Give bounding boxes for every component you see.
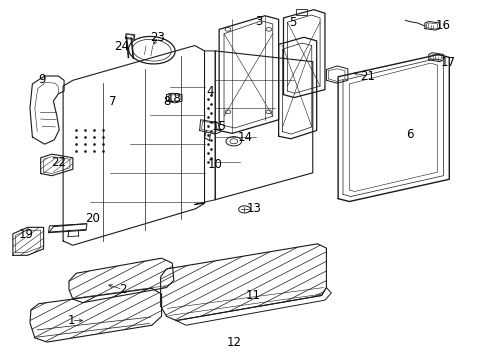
Text: 21: 21 [359,69,374,82]
Text: 7: 7 [109,95,116,108]
Bar [296,9,306,15]
Text: 14: 14 [238,131,252,144]
Text: 9: 9 [39,73,46,86]
Text: 1: 1 [67,314,75,327]
Text: 3: 3 [255,15,262,28]
Text: 6: 6 [406,127,413,141]
Text: 12: 12 [226,336,241,348]
Text: 16: 16 [435,19,450,32]
Text: 24: 24 [114,40,129,53]
Text: 20: 20 [85,212,100,225]
Text: 4: 4 [206,85,214,98]
Text: 18: 18 [166,92,181,105]
Text: 19: 19 [19,228,34,241]
Text: 8: 8 [163,95,170,108]
Text: 2: 2 [119,283,126,296]
Text: 10: 10 [207,158,222,171]
Text: 15: 15 [211,121,226,134]
Text: 23: 23 [150,31,165,44]
Text: 22: 22 [51,156,65,169]
Text: 13: 13 [246,202,261,215]
Text: 5: 5 [289,16,296,29]
Text: 17: 17 [440,56,455,69]
Text: 11: 11 [245,289,260,302]
